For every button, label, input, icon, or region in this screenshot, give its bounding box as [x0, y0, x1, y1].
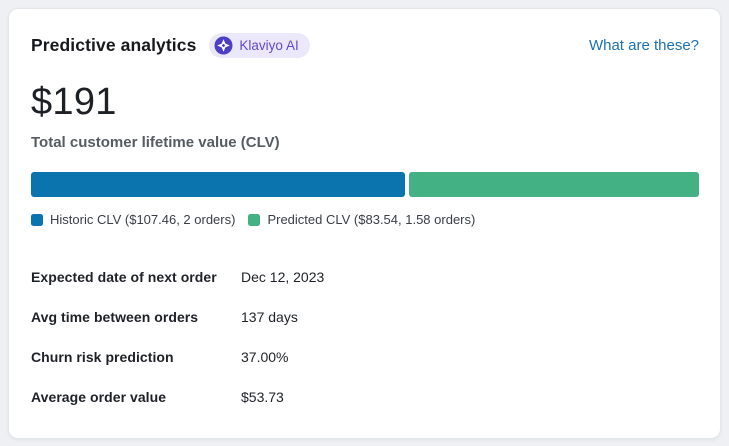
clv-stacked-bar: [31, 172, 699, 197]
predictive-analytics-card: Predictive analytics Klaviyo AI What are…: [8, 8, 721, 439]
clv-total-value: $191: [31, 81, 117, 123]
stat-label: Churn risk prediction: [31, 349, 174, 365]
predicted-clv-bar-segment: [408, 172, 699, 197]
stat-row-churn-risk: Churn risk prediction 37.00%: [31, 349, 699, 366]
stat-value: $53.73: [241, 389, 284, 405]
stat-label: Avg time between orders: [31, 309, 199, 325]
historic-clv-swatch: [31, 213, 43, 226]
stat-value: Dec 12, 2023: [241, 269, 325, 285]
klaviyo-ai-sparkle-icon: [214, 36, 233, 55]
stat-row-avg-order-value: Average order value $53.73: [31, 389, 699, 406]
legend-item-historic: Historic CLV ($107.46, 2 orders): [31, 212, 235, 227]
predictive-stats-list: Expected date of next order Dec 12, 2023…: [31, 269, 699, 406]
what-are-these-link[interactable]: What are these?: [588, 37, 699, 54]
card-header: Predictive analytics Klaviyo AI What are…: [31, 33, 699, 58]
stat-row-next-order: Expected date of next order Dec 12, 2023: [31, 269, 699, 286]
page-title: Predictive analytics: [31, 35, 197, 55]
historic-clv-bar-segment: [31, 172, 405, 197]
legend-item-predicted: Predicted CLV ($83.54, 1.58 orders): [248, 212, 475, 227]
historic-clv-legend-label: Historic CLV ($107.46, 2 orders): [50, 212, 236, 227]
stat-row-time-between-orders: Avg time between orders 137 days: [31, 309, 699, 326]
predicted-clv-swatch: [248, 213, 261, 226]
klaviyo-ai-badge: Klaviyo AI: [209, 33, 310, 58]
stat-label: Average order value: [31, 389, 167, 405]
stat-value: 37.00%: [241, 349, 289, 365]
stat-label: Expected date of next order: [31, 269, 217, 285]
clv-total-label: Total customer lifetime value (CLV): [31, 134, 280, 151]
predicted-clv-legend-label: Predicted CLV ($83.54, 1.58 orders): [267, 212, 476, 227]
klaviyo-ai-badge-label: Klaviyo AI: [239, 38, 299, 53]
clv-legend: Historic CLV ($107.46, 2 orders) Predict…: [31, 212, 699, 227]
stat-value: 137 days: [241, 309, 298, 325]
